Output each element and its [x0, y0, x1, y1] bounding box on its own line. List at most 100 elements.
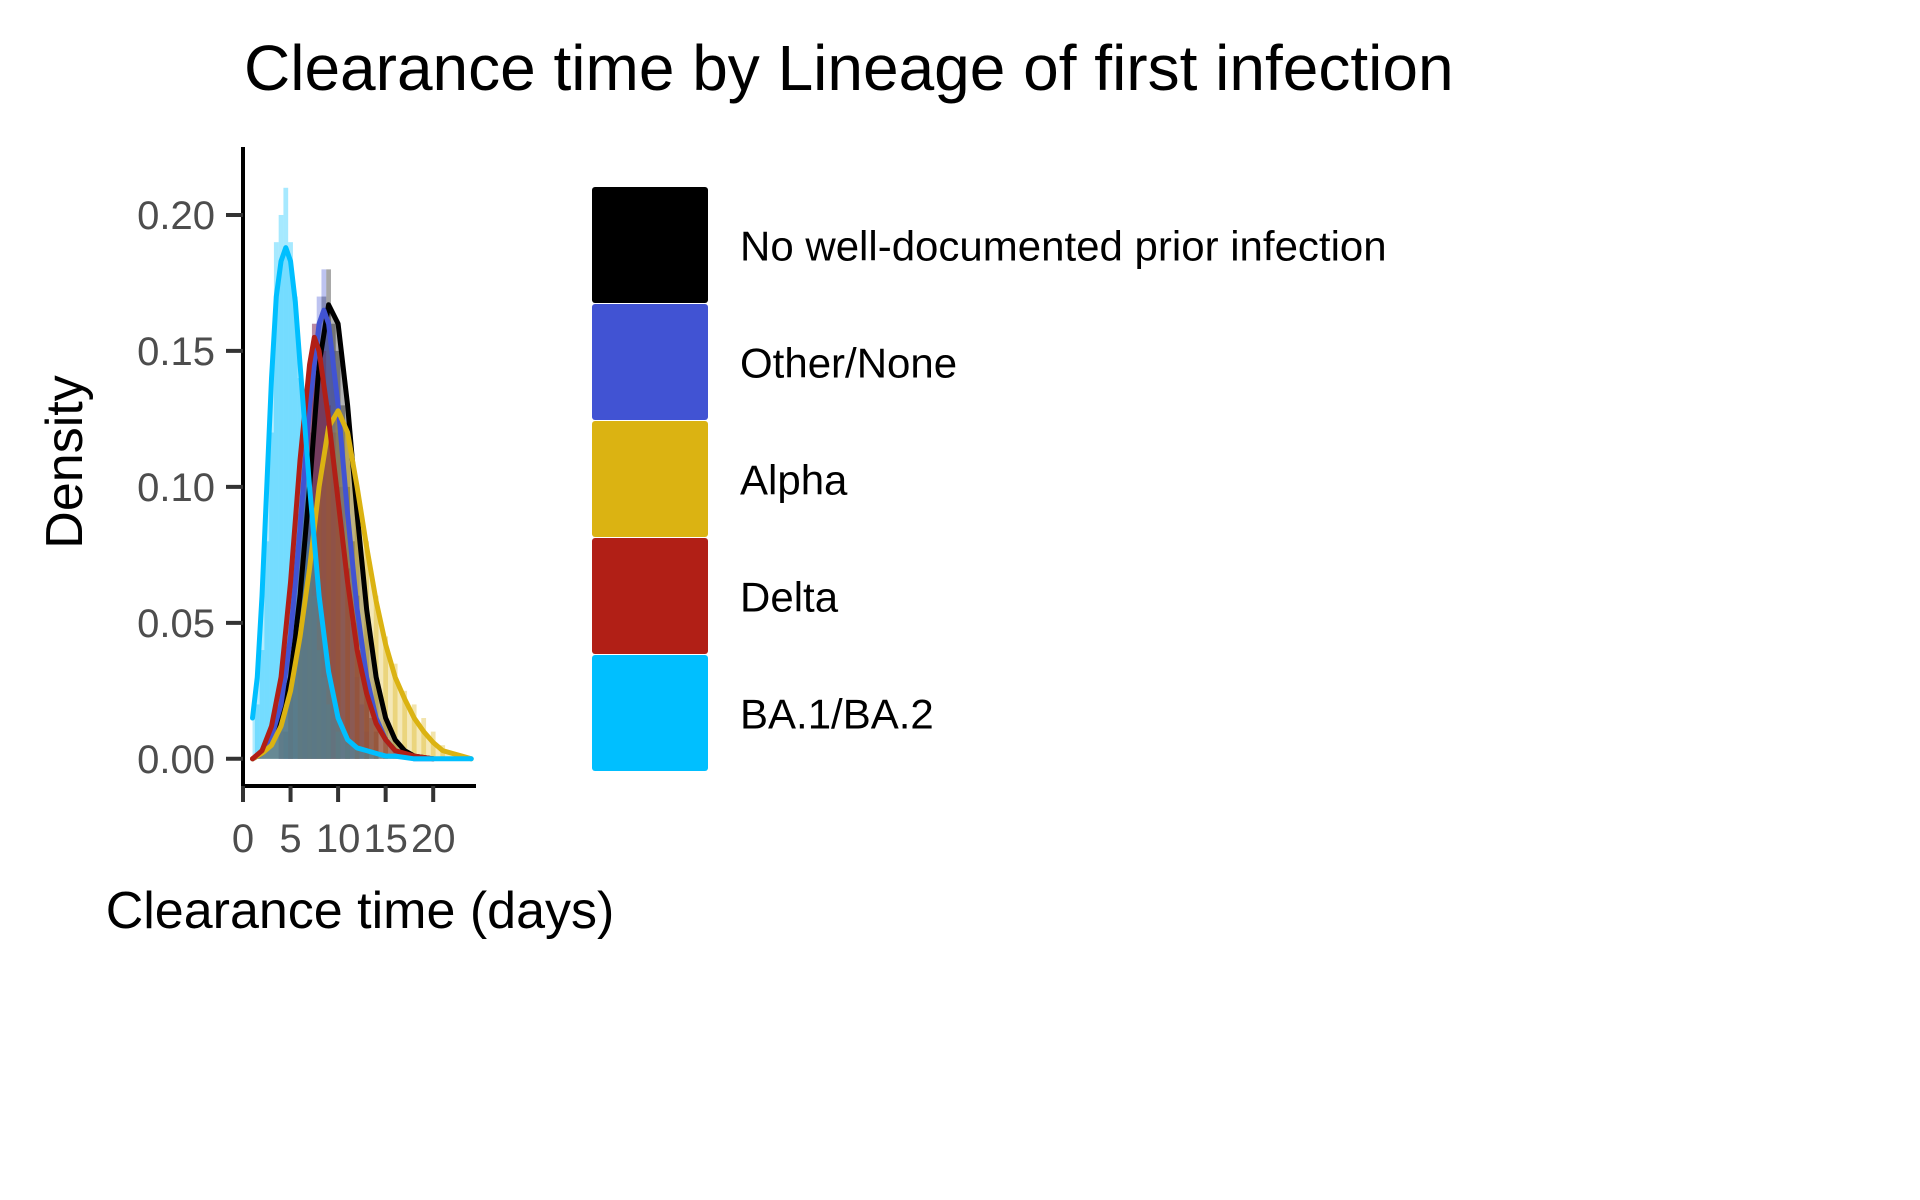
legend-label: No well-documented prior infection — [740, 223, 1387, 270]
legend-key — [592, 304, 708, 420]
histogram-bar — [411, 704, 417, 759]
histogram-bar — [321, 296, 327, 759]
histogram-bar — [345, 568, 350, 759]
legend-item-other-none: Other/None — [592, 304, 957, 420]
histogram-bar — [354, 677, 360, 759]
histogram-bar — [402, 690, 408, 759]
histogram-bar — [330, 432, 336, 759]
y-tick-label: 0.10 — [137, 466, 215, 510]
legend-key — [592, 187, 708, 303]
legend-item-alpha: Alpha — [592, 421, 848, 537]
y-tick-label: 0.05 — [137, 602, 215, 646]
histogram-bar — [269, 432, 274, 759]
density-line-alpha — [250, 408, 474, 762]
legend-label: Alpha — [740, 457, 848, 504]
density-line-ba-1-ba-2 — [250, 245, 474, 762]
histogram-bar — [321, 350, 327, 759]
histogram-bar — [264, 541, 270, 759]
histogram-bar — [278, 214, 284, 759]
legend-label: Delta — [740, 574, 839, 621]
legend-label: Other/None — [740, 340, 957, 387]
histogram-bar — [349, 541, 355, 759]
y-axis-title: Density — [36, 375, 94, 548]
histogram-bar — [316, 296, 322, 759]
histogram-bar — [354, 595, 360, 759]
histogram-bar — [340, 405, 346, 759]
histogram-bar — [292, 622, 298, 759]
x-tick-label: 20 — [411, 817, 456, 861]
histogram-bar — [278, 731, 284, 759]
histogram-bar — [330, 323, 336, 759]
y-tick-label: 0.00 — [137, 738, 215, 782]
legend: No well-documented prior infection Other/… — [592, 187, 1387, 771]
histogram-bar — [359, 704, 365, 759]
histogram-bar — [383, 737, 389, 759]
chart-svg: Clearance time by Lineage of first infec… — [36, 32, 1454, 940]
histogram-bar — [254, 704, 260, 759]
y-axis: 0.00 0.05 0.10 0.15 0.20 — [137, 147, 245, 786]
histogram-bar — [316, 650, 322, 759]
histogram-bar — [326, 323, 331, 759]
histogram-bar — [359, 650, 365, 759]
histogram-bar — [316, 323, 322, 759]
histogram-bar — [307, 568, 312, 759]
legend-item-delta: Delta — [592, 538, 839, 654]
histogram-bar — [259, 650, 265, 759]
histogram-bar — [340, 486, 346, 759]
chart-title: Clearance time by Lineage of first infec… — [244, 32, 1454, 104]
histogram-bar — [307, 541, 312, 759]
histogram-bar — [288, 242, 293, 759]
x-tick-label: 5 — [279, 817, 301, 861]
histogram-bar — [283, 187, 289, 759]
histogram-bar — [364, 690, 370, 759]
histogram-bar — [326, 405, 331, 759]
histogram-bar — [283, 704, 289, 759]
histogram-bar — [345, 568, 350, 759]
histogram-bar — [349, 622, 355, 759]
density-area-ba-1-ba-2 — [252, 247, 472, 759]
x-axis: 0 5 10 15 20 — [232, 784, 476, 861]
histogram-bar — [321, 677, 327, 759]
histogram-bar — [345, 745, 350, 759]
histogram-bar — [364, 677, 370, 759]
density-line-delta — [250, 334, 436, 762]
histogram-bar — [288, 650, 293, 759]
histogram-bar — [302, 486, 308, 759]
legend-key — [592, 655, 708, 771]
histogram-bar — [307, 432, 312, 759]
histogram-bar — [369, 718, 374, 759]
histogram-bar — [383, 636, 389, 759]
histogram-bar — [335, 405, 341, 759]
y-tick-label: 0.15 — [137, 330, 215, 374]
histogram-bar — [373, 718, 379, 759]
legend-label: BA.1/BA.2 — [740, 691, 934, 738]
histogram-bar — [288, 677, 293, 759]
histogram-bar — [316, 350, 322, 759]
legend-item-ba-1-ba-2: BA.1/BA.2 — [592, 655, 934, 771]
histogram-bar — [326, 432, 331, 759]
histogram-bar — [330, 350, 336, 759]
x-axis-title: Clearance time (days) — [106, 882, 615, 940]
plot-marks — [250, 187, 474, 762]
histogram-bar — [364, 731, 370, 759]
plot-area — [250, 187, 474, 762]
x-tick-label: 10 — [316, 817, 361, 861]
legend-item-no-well-documented-prior-infection: No well-documented prior infection — [592, 187, 1387, 303]
histogram-bar — [373, 731, 379, 759]
legend-key — [592, 538, 708, 654]
histogram-bar — [283, 731, 289, 759]
density-chart: Clearance time by Lineage of first infec… — [36, 32, 1454, 940]
histogram-bar — [326, 704, 331, 759]
histogram-bar — [392, 663, 398, 759]
histogram-bar — [316, 486, 322, 759]
x-tick-label: 0 — [232, 817, 254, 861]
legend-key — [592, 421, 708, 537]
x-tick-label: 15 — [363, 817, 408, 861]
histogram-bar — [335, 432, 341, 759]
histogram-bar — [273, 242, 279, 759]
histogram-bar — [364, 541, 370, 759]
histogram-bar — [335, 486, 341, 759]
histogram-bar — [326, 269, 331, 759]
histogram-bar — [354, 622, 360, 759]
histogram-bar — [311, 595, 317, 759]
